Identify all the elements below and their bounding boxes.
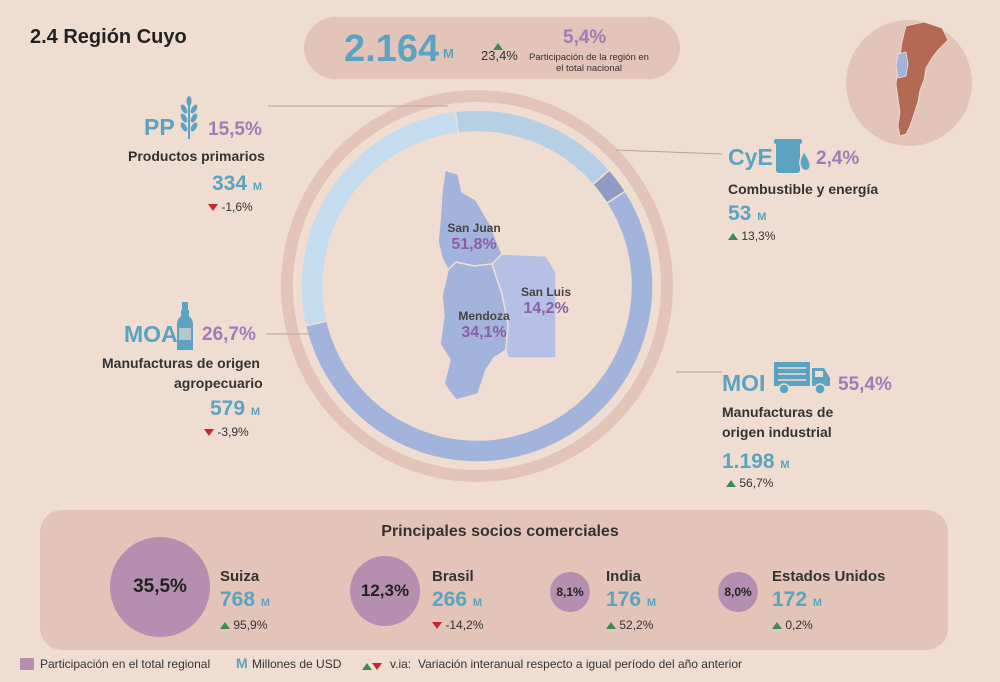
moa-code: MOA <box>124 321 178 347</box>
mendoza-shape <box>439 261 509 401</box>
cye-variation: 13,3% <box>728 229 775 243</box>
san-luis-pct: 14,2% <box>523 300 569 317</box>
san-juan-label: San Juan <box>447 221 501 235</box>
partner-name: Estados Unidos <box>772 568 886 585</box>
argentina-shape <box>895 21 949 137</box>
cye-value: 53 M <box>728 202 767 225</box>
fuel-icon <box>774 139 812 173</box>
up-arrow-icon <box>493 37 503 55</box>
san-luis-shape <box>491 253 557 359</box>
cye-leader-line <box>615 149 723 155</box>
partner-variation: -14,2% <box>432 618 483 632</box>
legend-arrows-icon <box>362 659 382 673</box>
cye-share: 2,4% <box>816 148 860 169</box>
bottle-icon <box>177 302 193 350</box>
mendoza-pct: 34,1% <box>461 324 507 341</box>
partners-title: Principales socios comerciales <box>381 523 619 540</box>
moa-value: 579 M <box>210 397 261 420</box>
page-title: 2.4 Región Cuyo <box>30 26 187 48</box>
cuyo-highlight <box>895 51 909 79</box>
pp-code: PP <box>144 114 175 140</box>
partner-variation: 95,9% <box>220 618 267 632</box>
total-exports-unit: M <box>443 46 454 61</box>
share-donut-chart <box>281 90 673 482</box>
pp-value: 334 M <box>212 172 263 195</box>
argentina-locator-map <box>846 20 972 146</box>
partner-name: India <box>606 568 642 585</box>
partner-share-bubble: 8,0% <box>718 572 758 612</box>
partner-name: Suiza <box>220 568 260 585</box>
up-arrow-icon <box>728 233 738 240</box>
wheat-icon <box>180 96 198 139</box>
cye-name: Combustible y energía <box>728 181 879 197</box>
moi-value: 1.198 M <box>722 450 790 473</box>
moi-name-line1: Manufacturas de <box>722 404 834 420</box>
pp-variation: -1,6% <box>208 200 253 214</box>
partner-share-bubble: 8,1% <box>550 572 590 612</box>
total-variation: 23,4% <box>481 48 518 63</box>
partner-value: 768 M <box>220 588 271 611</box>
moi-name-line2: origen industrial <box>722 424 832 440</box>
total-exports-value: 2.164 <box>344 28 440 70</box>
moa-share: 26,7% <box>202 324 256 345</box>
partner-variation: 0,2% <box>772 618 813 632</box>
san-juan-pct: 51,8% <box>451 236 497 253</box>
mendoza-label: Mendoza <box>458 309 510 323</box>
legend-m-label: Millones de USD <box>252 657 342 671</box>
down-arrow-icon <box>432 622 442 629</box>
moa-name-line1: Manufacturas de origen <box>102 355 260 371</box>
moa-name-line2: agropecuario <box>174 375 263 391</box>
moa-variation: -3,9% <box>204 425 249 439</box>
partner-value: 172 M <box>772 588 823 611</box>
down-arrow-icon <box>208 204 218 211</box>
up-arrow-icon <box>726 480 736 487</box>
national-share-label: Participación de la región en el total n… <box>529 52 649 74</box>
national-share: 5,4% <box>563 27 607 48</box>
share-swatch-icon <box>20 658 34 670</box>
down-arrow-icon <box>204 429 214 436</box>
pp-name: Productos primarios <box>128 148 265 164</box>
legend-via-label: Variación interanual respecto a igual pe… <box>418 657 742 671</box>
legend-via-symbol: v.ia: <box>390 657 412 671</box>
legend: Participación en el total regional M Mil… <box>0 655 1000 682</box>
legend-m-symbol: M <box>236 655 248 671</box>
partner-variation: 52,2% <box>606 618 653 632</box>
cye-code: CyE <box>728 144 773 170</box>
up-arrow-icon <box>220 622 230 629</box>
summary-panel <box>304 17 680 79</box>
moi-code: MOI <box>722 370 766 396</box>
moi-variation: 56,7% <box>726 476 773 490</box>
partner-share-bubble: 12,3% <box>350 556 420 626</box>
truck-icon <box>774 362 830 395</box>
pp-share: 15,5% <box>208 119 262 140</box>
moi-share: 55,4% <box>838 374 892 395</box>
partner-value: 176 M <box>606 588 657 611</box>
legend-share-label: Participación en el total regional <box>40 657 211 671</box>
partner-value: 266 M <box>432 588 483 611</box>
partner-name: Brasil <box>432 568 474 585</box>
up-arrow-icon <box>772 622 782 629</box>
partner-share-bubble: 35,5% <box>110 537 210 637</box>
donut-segment-moa <box>300 110 460 327</box>
up-arrow-icon <box>606 622 616 629</box>
san-luis-label: San Luis <box>520 285 571 299</box>
